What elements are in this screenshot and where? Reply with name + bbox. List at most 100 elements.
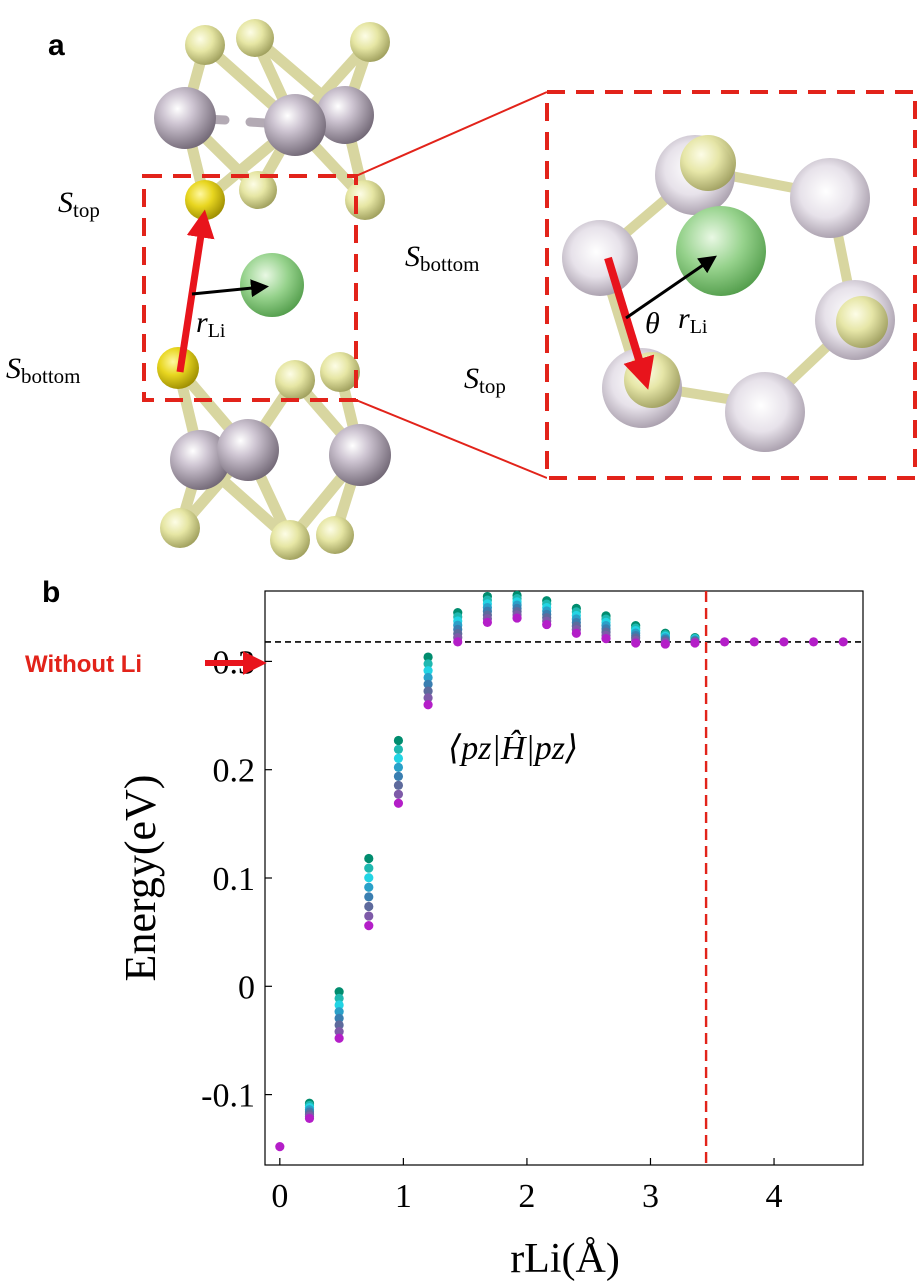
data-point — [808, 637, 819, 647]
data-point — [601, 634, 611, 644]
mo-atom — [329, 424, 391, 486]
data-point — [393, 780, 404, 790]
data-point — [423, 659, 433, 669]
hamiltonian-annotation: ⟨pz|Ĥ|pz⟩ — [448, 730, 578, 767]
data-point — [334, 987, 344, 997]
panel-a: a — [6, 19, 917, 560]
s-atom — [160, 508, 200, 548]
selection-box — [142, 174, 358, 402]
data-point — [571, 628, 581, 638]
data-point — [423, 693, 433, 703]
data-point — [512, 613, 522, 623]
s-top-atom — [185, 180, 225, 220]
s-atom — [350, 22, 390, 62]
x-axis-label: rLi(Å) — [510, 1236, 620, 1282]
data-point — [364, 853, 374, 864]
s-atom — [345, 180, 385, 220]
data-point — [275, 1141, 285, 1152]
panel-a-letter: a — [48, 29, 65, 62]
mo-atom — [264, 94, 326, 156]
mo-atom — [316, 86, 374, 144]
s-top-label: Stop — [58, 186, 100, 222]
without-li-label: Without Li — [25, 651, 142, 678]
panel-b-letter: b — [42, 576, 60, 609]
data-point — [393, 798, 404, 808]
mo-atom-projected — [562, 220, 638, 296]
connector-line-top — [355, 91, 548, 177]
s-atom — [185, 25, 225, 65]
x-tick-label: 3 — [642, 1178, 659, 1215]
data-point — [482, 617, 492, 628]
s-atom — [239, 171, 277, 209]
data-point — [631, 638, 641, 648]
s-s-vector-arrow — [176, 209, 215, 373]
data-point — [393, 771, 404, 781]
inset: θ rLi Sbottom Stop — [405, 90, 917, 480]
data-point — [334, 1027, 344, 1037]
s-bottom-label: Sbottom — [6, 352, 81, 388]
r-li-label: rLi — [196, 306, 226, 342]
y-tick-label: 0.1 — [213, 861, 256, 898]
data-point — [838, 637, 848, 647]
connector-line-bottom — [355, 399, 548, 479]
data-point — [393, 744, 404, 755]
data-point — [720, 637, 730, 647]
inset-r-li-label: rLi — [678, 302, 708, 338]
y-tick-label: 0.2 — [213, 753, 256, 790]
li-atom-projected — [676, 206, 766, 296]
data-point — [334, 1000, 344, 1010]
li-atom — [240, 253, 304, 317]
s-atom — [316, 516, 354, 554]
s-top-atom-projected — [624, 352, 680, 408]
x-axis-ticks: 0 1 2 3 4 — [271, 1158, 783, 1215]
s-atom-projected — [680, 135, 736, 191]
data-point — [690, 638, 700, 648]
mo-atom — [217, 419, 279, 481]
data-point — [423, 672, 433, 683]
data-point — [423, 679, 433, 689]
inset-r-li-arrow — [625, 255, 717, 320]
data-point — [334, 1020, 344, 1030]
data-point — [364, 882, 374, 892]
data-point — [364, 863, 374, 873]
data-point — [364, 873, 374, 883]
data-point — [393, 735, 404, 746]
theta-label: θ — [645, 307, 660, 340]
data-point — [364, 892, 374, 902]
data-point — [660, 639, 670, 649]
data-point — [393, 762, 404, 772]
data-point — [393, 753, 404, 764]
s-atom — [236, 19, 274, 57]
data-point — [334, 993, 344, 1003]
y-axis-label: Energy(eV) — [116, 775, 165, 982]
inset-s-bottom-label: Sbottom — [405, 240, 480, 276]
data-point — [423, 666, 433, 676]
y-tick-label: 0 — [238, 969, 255, 1006]
data-point — [423, 686, 433, 696]
data-point — [423, 700, 433, 710]
inset-s-top-label: Stop — [464, 362, 506, 398]
s-atom — [275, 360, 315, 400]
x-tick-label: 2 — [518, 1178, 535, 1215]
data-point — [334, 1013, 344, 1023]
x-tick-label: 1 — [395, 1178, 412, 1215]
data-point — [542, 619, 552, 630]
data-point — [304, 1113, 315, 1124]
y-tick-label: -0.1 — [201, 1078, 255, 1115]
mo-atom — [170, 430, 230, 490]
y-axis-ticks: -0.100.10.20.3 — [201, 644, 272, 1115]
s-atom-projected — [836, 296, 888, 348]
data-point — [393, 789, 404, 799]
data-point — [334, 1033, 344, 1043]
plot-frame — [264, 590, 864, 1166]
mo-atom-projected — [725, 372, 805, 452]
data-point — [364, 911, 374, 921]
data-point — [364, 921, 374, 931]
data-point — [423, 652, 433, 662]
data-point — [453, 637, 463, 647]
mo-atom — [154, 87, 216, 149]
bottom-layer-atoms — [157, 347, 391, 560]
x-tick-label: 4 — [766, 1178, 783, 1215]
